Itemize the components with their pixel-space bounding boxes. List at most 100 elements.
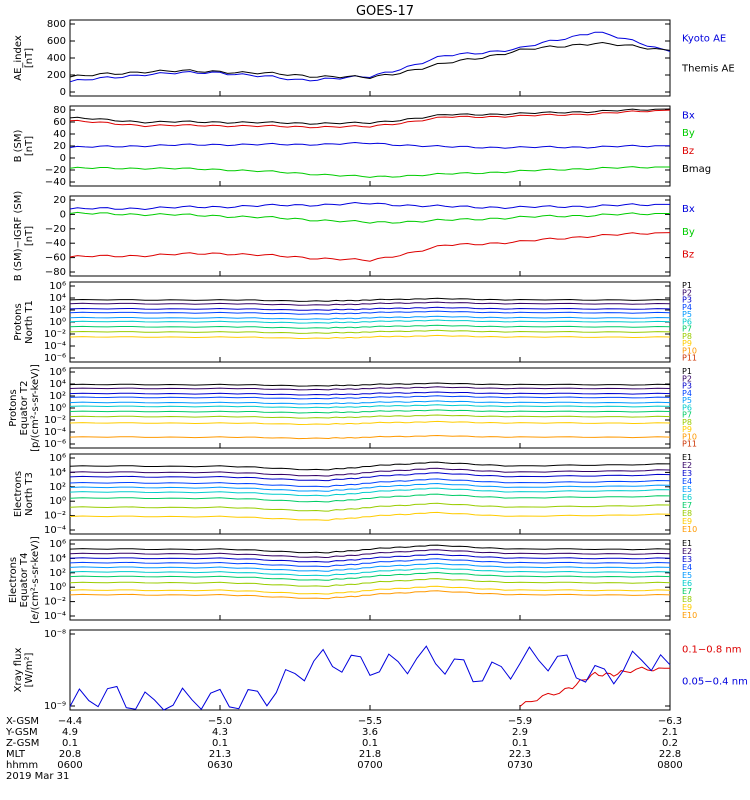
series-themis-ae <box>69 41 671 80</box>
footer-row-label: Z-GSM <box>6 738 39 749</box>
legend-entry: Themis AE <box>681 64 735 75</box>
legend-entry: E3 <box>682 555 692 564</box>
y-tick-label: 10⁰ <box>49 496 66 507</box>
panel-7: 10⁶ 10⁴ 10² 10⁰ 10⁻² 10⁻⁴ Electrons Equator T4[… <box>8 536 697 624</box>
y-tick-label: 10⁻⁹ <box>44 701 66 712</box>
legend-entry: P2 <box>682 374 692 383</box>
legend-entry: E6 <box>682 493 692 502</box>
channel-e2 <box>69 549 671 559</box>
legend-entry: E9 <box>682 517 692 526</box>
y-axis-label: [nT] <box>24 226 35 246</box>
footer-value: 0730 <box>507 760 532 771</box>
y-tick-label: 10⁴ <box>49 293 66 304</box>
y-axis-label: [W/m²] <box>24 652 35 687</box>
y-tick-label: 10⁶ <box>49 453 66 464</box>
channel-p6 <box>69 319 671 324</box>
legend-entry: P1 <box>682 367 692 376</box>
y-axis-label: AE_index <box>13 35 24 81</box>
y-tick-label: −80 <box>45 267 66 278</box>
series-bz <box>69 109 671 129</box>
legend-entry: P8 <box>682 332 692 341</box>
legend-entry: P2 <box>682 288 692 297</box>
legend-entry: By <box>682 128 695 139</box>
panel-8: 10⁻⁸ 10⁻⁹ Xray flux [W/m²] 0.1−0.8 nm 0.05−0.… <box>13 629 748 712</box>
footer-value: −5.0 <box>208 716 232 727</box>
y-axis-label: North T3 <box>24 472 35 516</box>
channel-p2 <box>69 386 671 391</box>
y-tick-label: 400 <box>47 53 66 64</box>
footer-value: 22.3 <box>509 749 531 760</box>
series-bx <box>69 201 670 211</box>
y-tick-label: 10² <box>49 482 66 493</box>
series-xray-long <box>519 666 671 707</box>
y-tick-label: 80 <box>53 105 66 116</box>
y-tick-label: 10⁶ <box>49 539 66 550</box>
y-axis-label: Protons <box>8 389 19 426</box>
legend-entry: Kyoto AE <box>682 33 726 44</box>
legend-entry: P11 <box>682 440 697 449</box>
legend-entry: P9 <box>682 425 692 434</box>
footer-value: 2.9 <box>512 727 528 738</box>
legend-entry: P6 <box>682 317 692 326</box>
legend-entry: E2 <box>682 547 692 556</box>
channel-e8 <box>69 578 671 587</box>
legend-entry: P10 <box>682 346 697 355</box>
footer-value: 0.1 <box>62 738 78 749</box>
y-tick-label: 10⁶ <box>49 281 66 292</box>
channel-e8 <box>69 502 671 512</box>
channel-p4 <box>69 310 671 315</box>
legend-entry: P11 <box>682 354 697 363</box>
legend-entry: P8 <box>682 418 692 427</box>
channel-p8 <box>69 414 671 419</box>
legend-entry: P4 <box>682 303 692 312</box>
panel-frame <box>69 195 671 277</box>
channel-p9 <box>69 420 671 426</box>
channel-e1 <box>69 544 671 554</box>
y-tick-label: −20 <box>45 224 66 235</box>
y-axis-label: North T1 <box>24 300 35 344</box>
channel-p4 <box>69 395 671 400</box>
footer-value: 21.8 <box>359 749 381 760</box>
channel-p7 <box>69 324 671 329</box>
y-tick-label: 10⁰ <box>49 403 66 414</box>
y-tick-label: 0 <box>60 87 66 98</box>
y-tick-label: 600 <box>47 36 66 47</box>
footer-row-label: hhmm <box>6 760 38 771</box>
footer-row-label: MLT <box>6 749 26 760</box>
channel-e5 <box>69 482 671 492</box>
legend-entry: P7 <box>682 325 692 334</box>
y-tick-label: 10⁻⁶ <box>44 439 66 450</box>
legend-entry: Bz <box>682 146 694 157</box>
legend-entry: P7 <box>682 411 692 420</box>
legend-entry: Bz <box>682 250 694 261</box>
footer-value: 0600 <box>57 760 82 771</box>
y-axis-label: Equator T2 <box>19 381 30 436</box>
legend-entry: E2 <box>682 461 692 470</box>
channel-p2 <box>69 301 671 306</box>
y-tick-label: 10⁻⁴ <box>44 525 66 536</box>
legend-entry: Bmag <box>682 164 711 175</box>
legend-entry: P5 <box>682 310 692 319</box>
channel-e6 <box>69 567 671 577</box>
legend-entry: E4 <box>682 477 692 486</box>
legend-entry: P4 <box>682 389 692 398</box>
footer-row-label: X-GSM <box>6 716 39 727</box>
footer-value: −4.4 <box>58 716 82 727</box>
y-axis-label: [e/(cm²-s-sr-keV)] <box>30 536 41 624</box>
legend-entry: Bx <box>682 204 695 215</box>
legend-entry: E5 <box>682 485 692 494</box>
footer-value: 0.1 <box>512 738 528 749</box>
legend-entry: 0.05−0.4 nm <box>682 676 748 687</box>
y-axis-label: [p/(cm²-s-sr-keV)] <box>30 364 41 452</box>
legend-entry: P3 <box>682 296 692 305</box>
legend-entry: E10 <box>682 611 697 620</box>
panel-frame <box>69 629 671 711</box>
legend-entry: E10 <box>682 525 697 534</box>
channel-p5 <box>69 315 671 320</box>
footer-value: 20.8 <box>59 749 81 760</box>
